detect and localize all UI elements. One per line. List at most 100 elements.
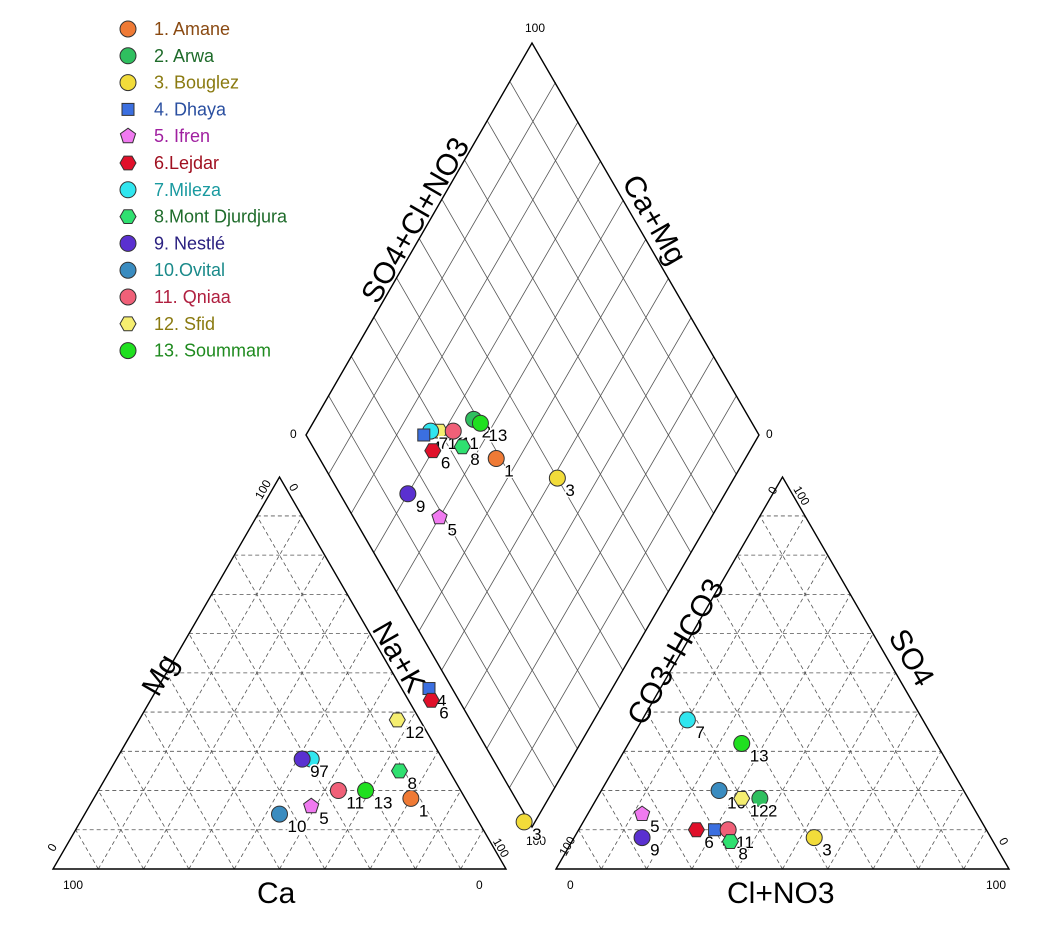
anion-grid-r	[646, 711, 738, 870]
anion-point-10	[710, 782, 728, 800]
anion-point-label-2: 2	[768, 801, 777, 820]
cation-point-13	[357, 782, 375, 800]
diamond-grid-a	[328, 81, 556, 475]
diamond-point-label-8: 8	[470, 450, 479, 469]
cation-point-label-5: 5	[319, 809, 328, 828]
legend-marker-8	[119, 209, 137, 224]
axis-title-ca: Ca	[257, 877, 296, 910]
legend-label-10: 10.Ovital	[154, 260, 225, 280]
legend-marker-10	[119, 261, 137, 279]
legend-marker-12	[119, 316, 137, 332]
tick-so4-100: 100	[790, 483, 812, 508]
anion-point-9	[633, 829, 651, 847]
legend-label-2: 2. Arwa	[154, 46, 215, 66]
anion-point-4	[708, 823, 722, 837]
anion-point-label-9: 9	[650, 841, 659, 860]
anion-point-label-7: 7	[695, 723, 704, 742]
tick-diamond-left-0: 0	[290, 427, 297, 441]
plot-frames	[51, 41, 1011, 870]
cation-grid-r	[188, 633, 326, 870]
cation-grid-l	[97, 515, 303, 870]
diamond-grid-b	[373, 317, 601, 710]
cation-point-4	[422, 682, 436, 696]
tick-diamond-top-100: 100	[525, 21, 545, 35]
cation-point-label-11: 11	[346, 794, 364, 813]
diamond-point-13	[471, 414, 489, 432]
anion-point-13	[733, 734, 751, 752]
anion-grid-r	[578, 829, 602, 870]
tick-cl-100: 100	[986, 878, 1006, 892]
legend-label-3: 3. Bouglez	[154, 73, 239, 93]
cation-triangle-frame	[51, 475, 508, 870]
legend-marker-9	[119, 234, 137, 252]
diamond-point-8	[453, 439, 471, 455]
cation-point-label-12: 12	[405, 723, 424, 742]
anion-point-label-12: 12	[750, 801, 769, 820]
cation-grid-l	[324, 711, 416, 870]
legend-label-9: 9. Nestlé	[154, 233, 225, 253]
anion-point-2	[751, 789, 769, 807]
axis-title-camg: Ca+Mg	[615, 169, 692, 270]
anion-grid-l	[600, 515, 806, 870]
legend-marker-4	[121, 102, 135, 116]
legend-marker-3	[119, 74, 137, 92]
legend-label-13: 13. Soummam	[154, 341, 271, 361]
anion-triangle-frame	[554, 475, 1011, 870]
diamond-point-label-9: 9	[416, 497, 425, 516]
cation-grid-l	[188, 594, 348, 870]
anion-grid-r	[623, 751, 693, 870]
anion-grid-l	[691, 594, 851, 870]
anion-grid-l	[646, 554, 829, 870]
cation-grid-r	[256, 515, 462, 870]
cation-point-label-6: 6	[439, 703, 448, 722]
axis-titles: Ca Mg Na+K Cl+NO3 CO3+HCO3 SO4 SO4+Cl+NO…	[136, 132, 941, 910]
cation-point-9	[293, 750, 311, 768]
cation-point-label-4: 4	[437, 692, 446, 711]
legend-marker-2	[119, 47, 137, 65]
cation-grid-r	[97, 790, 144, 870]
legend: 1. Amane 2. Arwa 3. Bouglez 4. Dhaya 5. Ifre…	[119, 19, 288, 361]
axis-title-so4: SO4	[882, 624, 941, 692]
cation-point-5	[303, 797, 320, 814]
legend-label-5: 5. Ifren	[154, 126, 210, 146]
anion-point-5	[633, 805, 651, 821]
diamond-frame	[305, 41, 760, 829]
axis-title-mg: Mg	[136, 649, 185, 702]
diamond-point-6	[424, 443, 442, 459]
legend-label-4: 4. Dhaya	[154, 99, 227, 119]
diamond-grid-b	[396, 278, 624, 671]
cation-point-label-7: 7	[319, 762, 328, 781]
diamond-point-4	[417, 428, 431, 442]
diamond-grid-b	[419, 238, 646, 632]
cation-point-label-9: 9	[310, 762, 319, 781]
cation-grid-l	[369, 751, 439, 870]
tick-nak-100: 100	[490, 836, 512, 861]
anion-point-7	[678, 711, 696, 729]
tick-hco3-100: 100	[556, 834, 578, 859]
anion-grid-r	[668, 672, 783, 870]
anion-point-label-5: 5	[650, 817, 659, 836]
cation-grid-l	[143, 554, 326, 870]
diamond-point-1	[487, 450, 505, 468]
diamond-grid-a	[396, 199, 624, 593]
anion-point-label-11: 11	[736, 833, 754, 852]
legend-label-1: 1. Amane	[154, 19, 230, 39]
tick-labels: 100 0 0 100 100 0 100 0 0 100 0 100 100 …	[44, 21, 1011, 892]
cation-grid-r	[165, 672, 280, 870]
cation-point-label-10: 10	[288, 817, 307, 836]
tick-mg-0: 0	[44, 841, 60, 854]
cation-point-label-3: 3	[532, 825, 541, 844]
axis-title-nak: Na+K	[365, 616, 432, 698]
cation-grid-r	[143, 711, 235, 870]
anion-grid-l	[827, 711, 919, 870]
diamond-point-label-13: 13	[488, 426, 507, 445]
cation-point-11	[329, 782, 347, 800]
anion-point-6	[687, 822, 705, 838]
axis-title-co3hco3: CO3+HCO3	[621, 573, 731, 730]
anion-point-label-8: 8	[738, 845, 747, 864]
diamond-point-label-3: 3	[565, 481, 574, 500]
diamond-point-label-1: 1	[504, 462, 513, 481]
anion-grid-r	[714, 594, 874, 870]
legend-label-12: 12. Sfid	[154, 314, 215, 334]
